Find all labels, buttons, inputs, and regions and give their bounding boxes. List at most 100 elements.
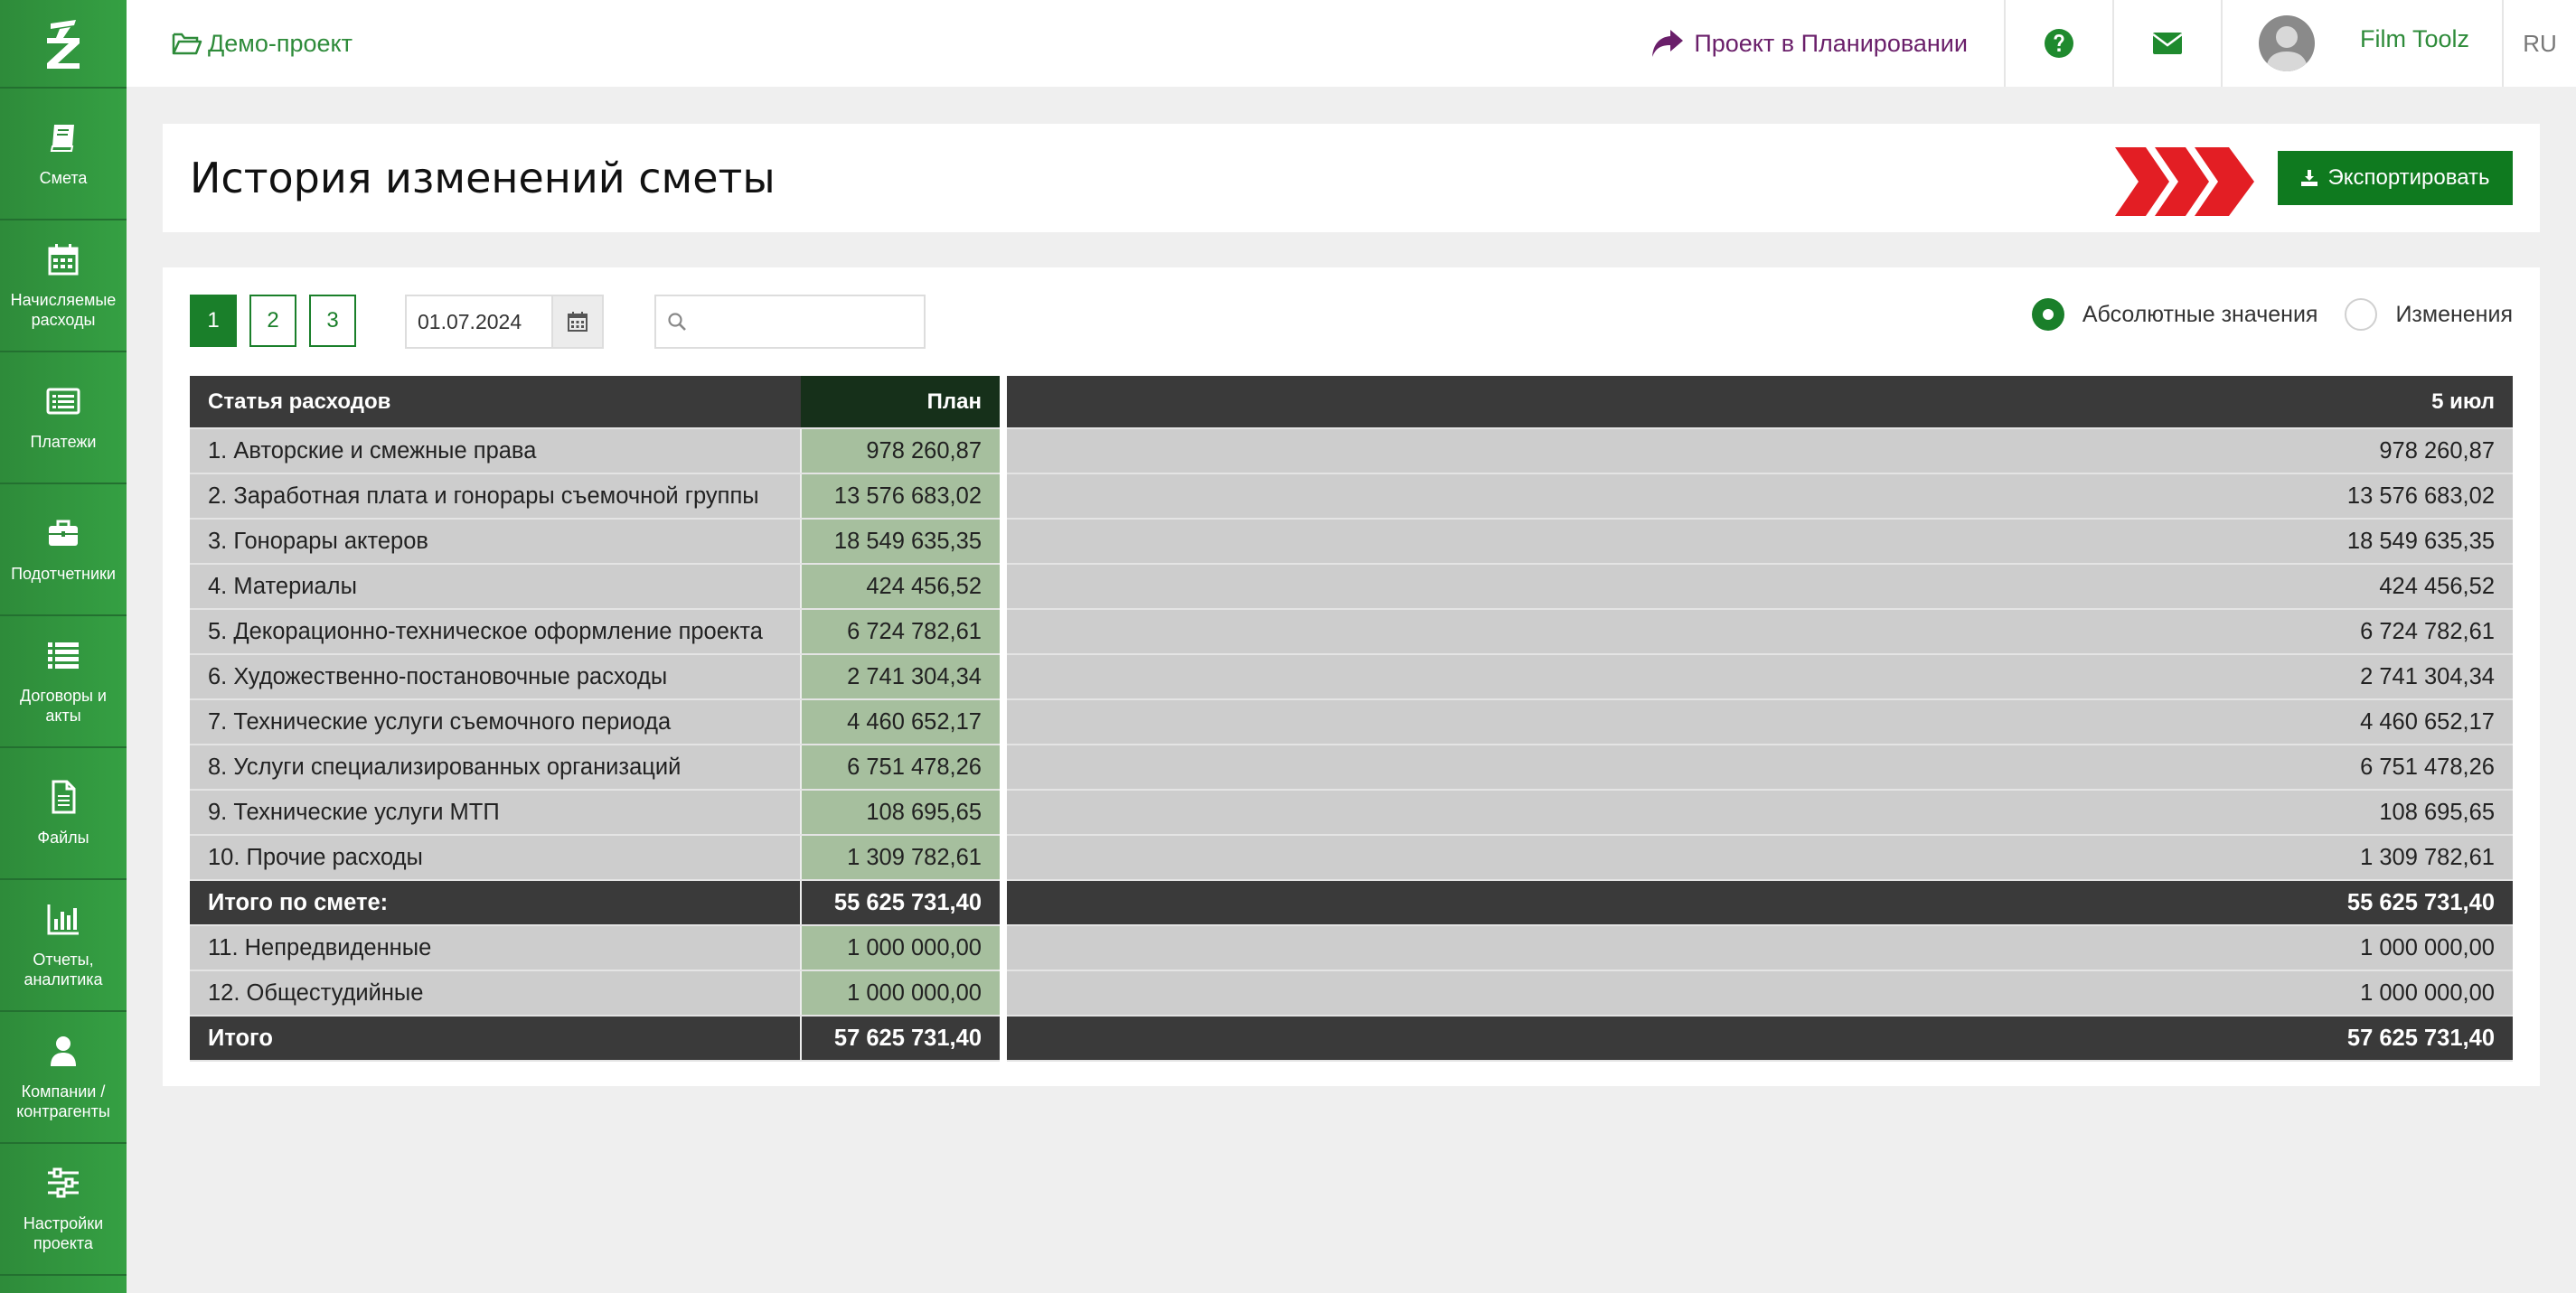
expense-item-cell: 3. Гонорары актеров: [190, 519, 801, 565]
column-gap: [1000, 1016, 1007, 1061]
date-picker: [405, 295, 604, 349]
sidebar-item-project-settings[interactable]: Настройки проекта: [0, 1144, 127, 1276]
radio-changes-label[interactable]: Изменения: [2395, 301, 2513, 327]
page-button-2[interactable]: 2: [249, 295, 296, 347]
help-button[interactable]: [2006, 0, 2114, 87]
search-icon: [668, 313, 686, 331]
sidebar-item-label: Договоры и акты: [20, 687, 107, 725]
sidebar-item-payments[interactable]: Платежи: [0, 352, 127, 484]
briefcase-icon: [49, 520, 78, 546]
user-menu[interactable]: Film Toolz: [2223, 0, 2504, 87]
user-icon: [51, 1036, 76, 1066]
table-total-row: Итого 57 625 731,40 57 625 731,40: [190, 1016, 2513, 1062]
search-field: [654, 295, 926, 349]
table-row: 12. Общестудийные 1 000 000,00 1 000 000,0…: [190, 970, 2513, 1017]
column-gap: [1000, 970, 1007, 1016]
expense-item-cell: 10. Прочие расходы: [190, 835, 801, 881]
export-button[interactable]: Экспортировать: [2278, 151, 2513, 205]
sidebar-item-label: Компании / контрагенты: [16, 1082, 110, 1120]
expense-item-cell: 9. Технические услуги МТП: [190, 790, 801, 836]
plan-value-cell: 1 309 782,61: [800, 835, 1000, 881]
avatar: [2258, 15, 2315, 71]
plan-value-cell: 978 260,87: [800, 428, 1000, 474]
envelope-icon: [2152, 33, 2183, 54]
page-button-3[interactable]: 3: [309, 295, 356, 347]
list-card-icon: [46, 388, 80, 415]
column-gap: [1000, 699, 1007, 745]
table-row: 7. Технические услуги съемочного периода…: [190, 699, 2513, 745]
sidebar-item-accrued-expenses[interactable]: Начисляемые расходы: [0, 220, 127, 352]
column-gap: [1000, 519, 1007, 564]
plan-value-cell: 13 576 683,02: [800, 473, 1000, 520]
project-status-link[interactable]: Проект в Планировании: [1650, 0, 2006, 87]
header-plan[interactable]: План: [801, 376, 1000, 429]
header-expense-item[interactable]: Статья расходов: [190, 376, 801, 429]
column-gap: [1000, 428, 1007, 473]
sidebar-item-files[interactable]: Файлы: [0, 748, 127, 880]
date-value-cell: 424 456,52: [1007, 564, 2513, 610]
date-value-cell: 57 625 731,40: [1007, 1016, 2513, 1062]
header-date-column[interactable]: 5 июл: [1007, 376, 2513, 429]
plan-value-cell: 2 741 304,34: [800, 654, 1000, 700]
table-row: 2. Заработная плата и гонорары съемочной…: [190, 473, 2513, 520]
date-value-cell: 55 625 731,40: [1007, 880, 2513, 926]
project-breadcrumb[interactable]: Демо-проект: [172, 30, 353, 58]
sidebar-item-label: Отчеты, аналитика: [24, 951, 103, 988]
sidebar-item-estimate[interactable]: Смета: [0, 89, 127, 220]
column-gap: [1000, 564, 1007, 609]
date-input[interactable]: [407, 296, 551, 347]
estimate-history-table: Статья расходов План 5 июл 1. Авторские …: [190, 376, 2513, 1062]
question-circle-icon: [2044, 29, 2073, 58]
calendar-button[interactable]: [551, 296, 602, 347]
date-value-cell: 6 751 478,26: [1007, 745, 2513, 791]
date-value-cell: 978 260,87: [1007, 428, 2513, 474]
chevrons-icon: [2115, 147, 2254, 216]
pagination: 1 2 3: [190, 295, 356, 347]
sidebar-item-label: Начисляемые расходы: [10, 291, 117, 329]
expense-item-cell: 1. Авторские и смежные права: [190, 428, 801, 474]
language-switch[interactable]: RU: [2523, 29, 2557, 57]
title-panel: История изменений сметы Экспортировать: [163, 124, 2540, 232]
messages-button[interactable]: [2114, 0, 2223, 87]
export-label: Экспортировать: [2327, 165, 2490, 190]
sidebar-item-label: Подотчетники: [11, 565, 116, 583]
column-gap: [1000, 376, 1007, 428]
table-row: 9. Технические услуги МТП 108 695,65 108 6…: [190, 790, 2513, 836]
date-value-cell: 18 549 635,35: [1007, 519, 2513, 565]
file-icon: [52, 780, 76, 814]
expense-item-cell: Итого: [190, 1016, 801, 1062]
radio-absolute[interactable]: [2031, 298, 2064, 331]
table-row: 6. Художественно-постановочные расходы 2 …: [190, 654, 2513, 700]
sidebar-item-contracts[interactable]: Договоры и акты: [0, 616, 127, 748]
app-logo[interactable]: [0, 0, 127, 89]
table-total-row: Итого по смете: 55 625 731,40 55 625 731,4…: [190, 880, 2513, 926]
sidebar-item-accountables[interactable]: Подотчетники: [0, 484, 127, 616]
date-value-cell: 6 724 782,61: [1007, 609, 2513, 655]
main-panel: 1 2 3 Абсолютные значения Изменения: [163, 267, 2540, 1086]
project-status: Проект в Планировании: [1694, 29, 1968, 57]
sidebar-item-label: Платежи: [30, 433, 97, 451]
plan-value-cell: 108 695,65: [800, 790, 1000, 836]
sliders-icon: [48, 1167, 79, 1198]
expense-item-cell: 11. Непредвиденные: [190, 925, 801, 971]
page-button-1[interactable]: 1: [190, 295, 237, 347]
expense-item-cell: 12. Общестудийные: [190, 970, 801, 1017]
sidebar-item-reports[interactable]: Отчеты, аналитика: [0, 880, 127, 1012]
radio-absolute-label[interactable]: Абсолютные значения: [2082, 301, 2318, 327]
page-title: История изменений сметы: [190, 154, 776, 202]
column-gap: [1000, 880, 1007, 925]
sidebar-item-companies[interactable]: Компании / контрагенты: [0, 1012, 127, 1144]
calendar-icon: [568, 312, 588, 332]
search-input[interactable]: [694, 309, 924, 334]
expense-item-cell: Итого по смете:: [190, 880, 801, 926]
expense-item-cell: 4. Материалы: [190, 564, 801, 610]
list-icon: [48, 642, 79, 669]
expense-item-cell: 5. Декорационно-техническое оформление п…: [190, 609, 801, 655]
radio-changes[interactable]: [2345, 298, 2378, 331]
column-gap: [1000, 473, 1007, 519]
logo-icon: [47, 20, 80, 69]
date-value-cell: 1 000 000,00: [1007, 970, 2513, 1017]
table-row: 3. Гонорары актеров 18 549 635,35 18 549 6…: [190, 519, 2513, 565]
expense-item-cell: 7. Технические услуги съемочного периода: [190, 699, 801, 745]
table-row: 8. Услуги специализированных организаций…: [190, 745, 2513, 791]
